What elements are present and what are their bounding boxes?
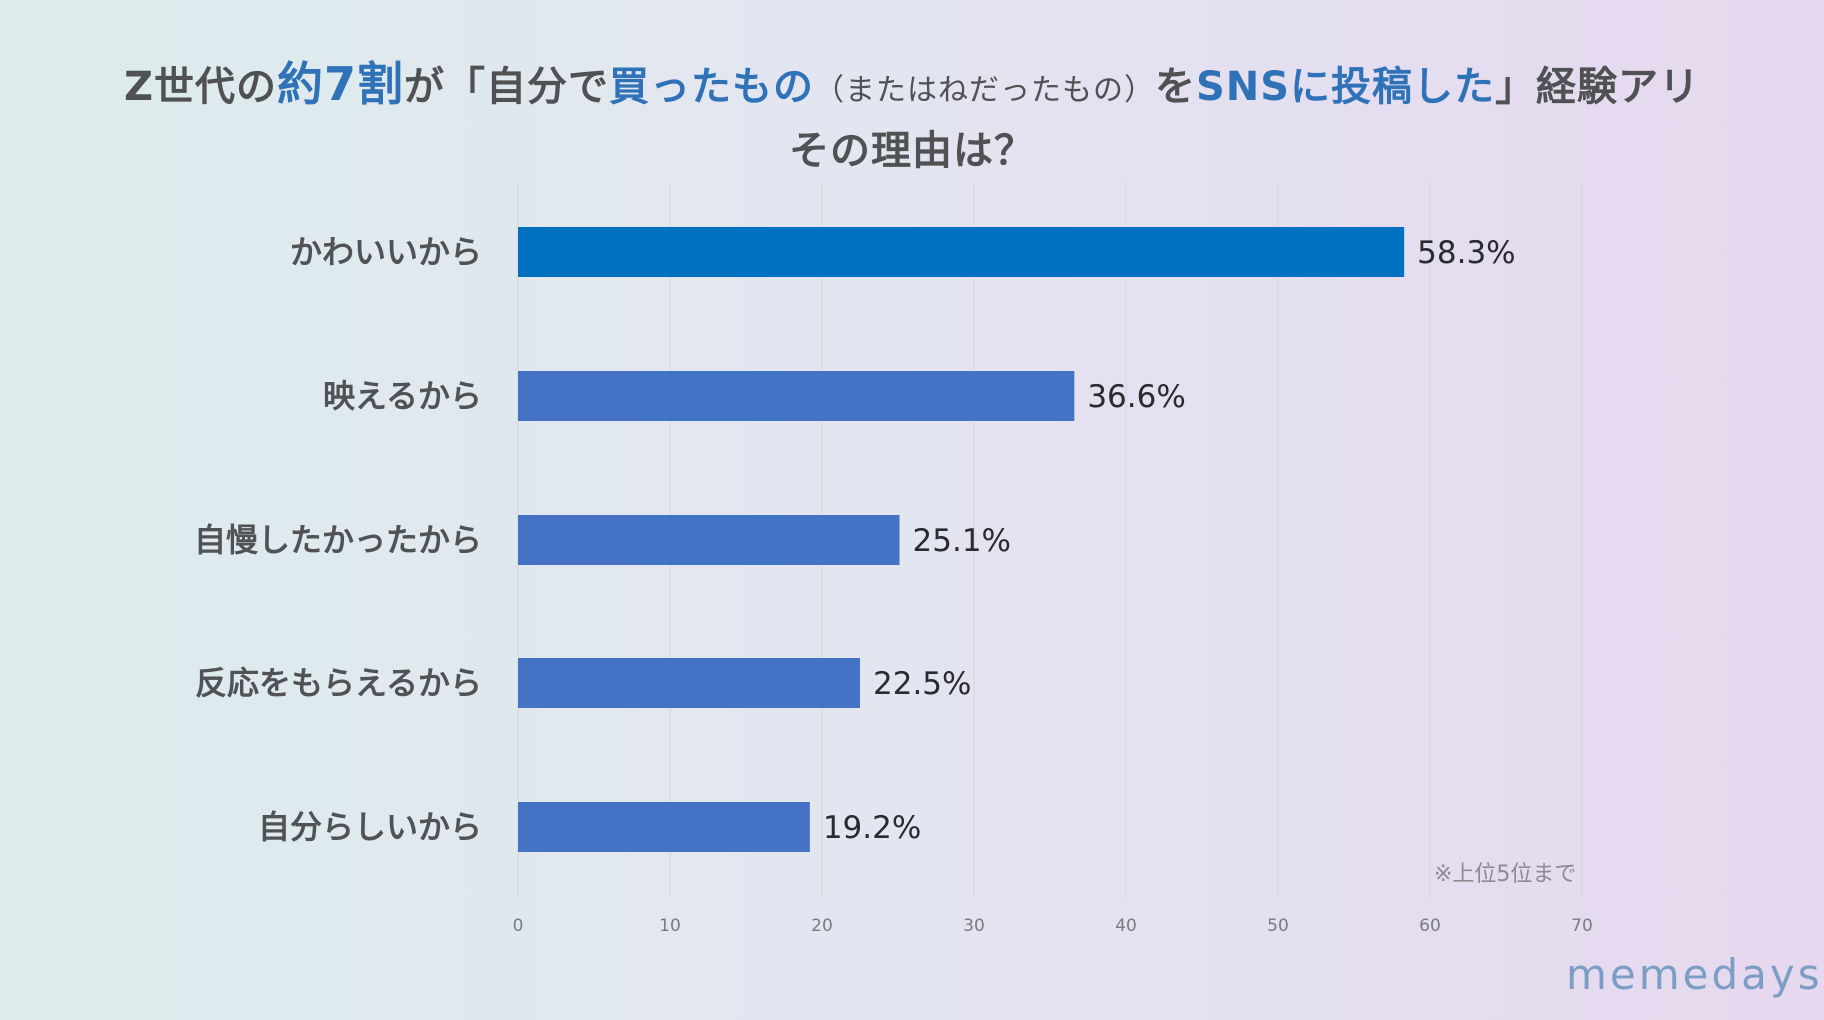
chart-title: Z世代の約7割が「自分で買ったもの（またはねだったもの）をSNSに投稿した」経験… — [0, 52, 1824, 179]
category-label: 自分らしいから — [258, 808, 482, 846]
data-label: 58.3% — [1417, 235, 1515, 271]
title-highlight: 約7割 — [276, 57, 404, 111]
data-label: 19.2% — [823, 810, 921, 846]
bar — [518, 515, 900, 565]
x-tick-label: 50 — [1267, 916, 1289, 936]
bar — [518, 802, 810, 852]
x-tick-label: 40 — [1115, 916, 1137, 936]
x-tick-label: 60 — [1419, 916, 1441, 936]
title-part: 」経験アリ — [1495, 64, 1701, 110]
brand-logo: memedays — [1566, 950, 1823, 999]
bar — [518, 227, 1405, 277]
x-tick-label: 70 — [1571, 916, 1593, 936]
title-part: が「自分で — [403, 64, 609, 110]
data-label: 22.5% — [873, 666, 971, 702]
category-label: 自慢したかったから — [194, 521, 482, 559]
x-tick-label: 10 — [659, 916, 681, 936]
title-part: Z世代の — [123, 64, 277, 110]
bar — [518, 371, 1075, 421]
data-label: 25.1% — [913, 523, 1011, 559]
chart-title-line1: Z世代の約7割が「自分で買ったもの（またはねだったもの）をSNSに投稿した」経験… — [0, 52, 1824, 123]
title-highlight: 買ったもの — [608, 64, 814, 110]
x-tick-label: 0 — [513, 916, 524, 936]
bar — [518, 658, 860, 708]
x-tick-label: 30 — [963, 916, 985, 936]
title-part: を — [1154, 64, 1196, 110]
data-label: 36.6% — [1087, 379, 1185, 415]
category-label: 反応をもらえるから — [195, 664, 482, 702]
x-tick-label: 20 — [811, 916, 833, 936]
footnote: ※上位5位まで — [1434, 862, 1577, 887]
title-parenthetical: （またはねだったもの） — [813, 73, 1155, 108]
title-highlight: SNSに投稿した — [1195, 64, 1496, 110]
category-label: 映えるから — [323, 377, 482, 415]
category-label: かわいいから — [290, 233, 482, 271]
chart-title-line2: その理由は？ — [789, 128, 1035, 174]
